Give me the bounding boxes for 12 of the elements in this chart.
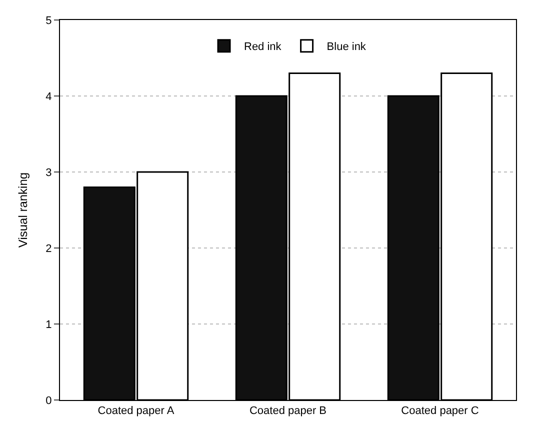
x-tick-label: Coated paper A: [98, 405, 175, 418]
y-tick-label: 5: [46, 14, 52, 27]
y-tick-label: 0: [46, 394, 52, 407]
x-tick-label: Coated paper B: [249, 405, 327, 418]
y-tick-label: 2: [46, 242, 52, 255]
y-tick-label: 4: [46, 90, 52, 103]
y-axis-title: Visual ranking: [16, 172, 30, 248]
y-tick-label: 3: [46, 166, 52, 179]
x-tick-label: Coated paper C: [401, 405, 479, 418]
y-tick-label: 1: [46, 318, 52, 331]
legend-label: Blue ink: [326, 41, 366, 54]
legend-label: Red ink: [244, 41, 282, 54]
